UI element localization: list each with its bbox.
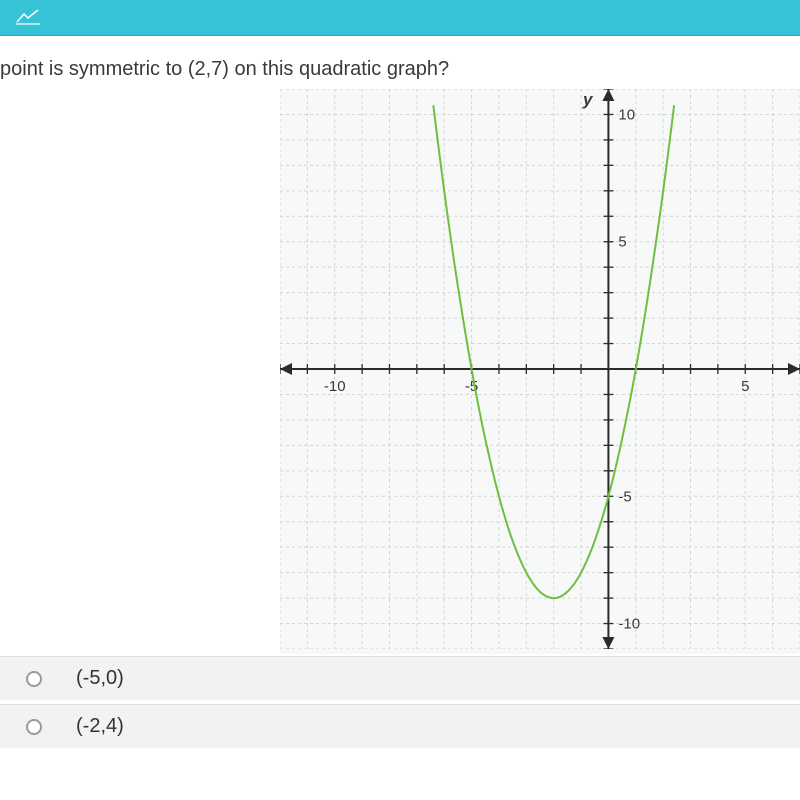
svg-text:5: 5 [618,234,626,251]
question-text: point is symmetric to (2,7) on this quad… [0,58,800,81]
question-panel: point is symmetric to (2,7) on this quad… [0,36,800,748]
svg-text:5: 5 [741,378,749,395]
svg-text:y: y [582,90,594,109]
answer-list: (-5,0) (-2,4) [0,656,800,748]
answer-option-a[interactable]: (-5,0) [0,656,800,700]
app-icon [14,8,42,28]
svg-text:-5: -5 [618,488,631,505]
svg-text:-10: -10 [618,616,640,633]
quadratic-graph: -10-55-10-5510y [280,89,800,654]
answer-label: (-2,4) [76,715,124,738]
answer-label: (-5,0) [76,667,124,690]
svg-text:-10: -10 [324,378,346,395]
answer-option-b[interactable]: (-2,4) [0,704,800,748]
window-title-bar [0,0,800,36]
radio-icon[interactable] [26,719,42,735]
radio-icon[interactable] [26,671,42,687]
svg-text:10: 10 [618,106,635,123]
